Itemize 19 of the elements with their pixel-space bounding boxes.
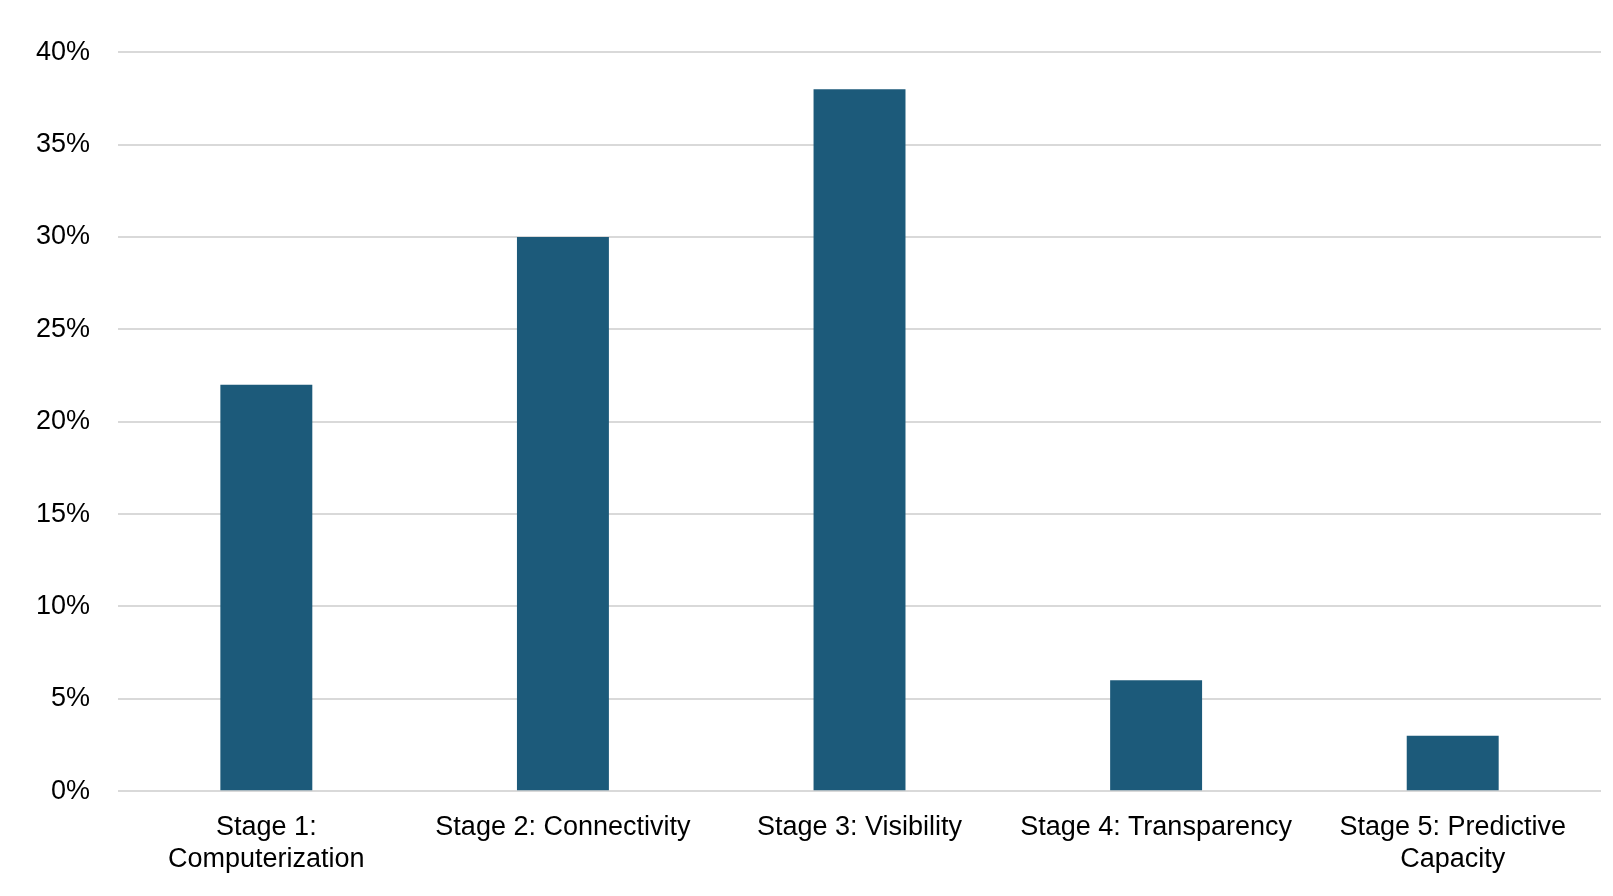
y-tick-label: 0% (51, 774, 91, 805)
y-tick-label: 10% (35, 589, 91, 620)
y-tick-label: 35% (35, 128, 91, 159)
x-tick-label: Stage 4: Transparency (1020, 810, 1293, 841)
y-tick-label: 20% (35, 405, 91, 436)
y-tick-label: 30% (35, 220, 91, 251)
x-tick-label: Stage 2: Connectivity (435, 810, 691, 841)
bar (516, 236, 609, 791)
bar (1406, 735, 1499, 791)
y-tick-label: 25% (35, 312, 91, 343)
bar (220, 384, 313, 791)
x-tick-label: Stage 5: Predictive Capacity (1339, 810, 1567, 874)
x-tick-label: Stage 1: Computerization (168, 810, 365, 874)
y-tick-label: 5% (51, 682, 91, 713)
bar (1110, 680, 1203, 791)
y-tick-label: 15% (35, 497, 91, 528)
bar (813, 89, 906, 791)
y-tick-label: 40% (35, 35, 91, 66)
x-tick-label: Stage 3: Visibility (756, 810, 963, 841)
